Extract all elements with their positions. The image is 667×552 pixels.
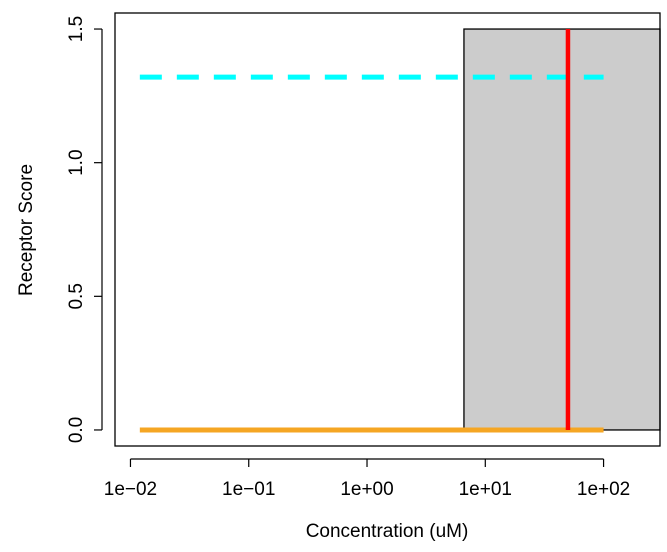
y-tick-label: 1.0 [66,149,87,175]
x-tick-label: 1e+02 [577,479,630,500]
x-tick-label: 1e+01 [459,479,512,500]
y-tick-label: 0.5 [66,283,87,309]
plot-frame [114,12,661,447]
x-axis-label: Concentration (uM) [306,521,469,542]
y-tick-label: 1.5 [66,16,87,42]
x-tick-label: 1e+00 [340,479,393,500]
y-axis-label: Receptor Score [16,164,37,296]
x-tick-label: 1e−01 [222,479,275,500]
y-tick-label: 0.0 [66,417,87,443]
shaded-region [463,28,661,431]
x-tick-label: 1e−02 [104,479,157,500]
